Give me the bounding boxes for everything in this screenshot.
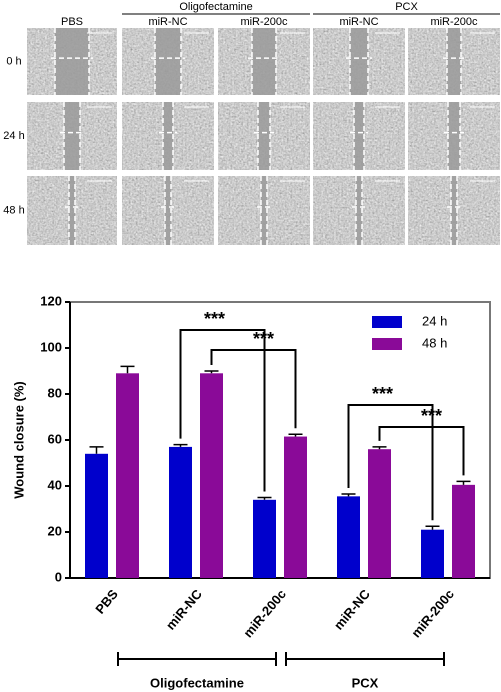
x-tick-label: miR-NC <box>331 586 374 633</box>
wound-gap <box>69 176 75 245</box>
y-tick-label: 80 <box>48 385 62 400</box>
wound-gap <box>252 28 276 95</box>
legend-label: 48 h <box>422 335 447 350</box>
wound-gap <box>258 102 270 170</box>
y-tick-label: 60 <box>48 431 62 446</box>
x-tick-label: miR-NC <box>163 586 206 633</box>
wound-outline <box>443 28 465 95</box>
wound-gap <box>55 28 89 95</box>
y-tick-label: 40 <box>48 477 62 492</box>
group-label: PCX <box>352 675 379 690</box>
significance-label: *** <box>204 309 225 329</box>
y-tick-label: 0 <box>55 569 62 584</box>
row-label: 48 h <box>3 204 24 216</box>
error-bar <box>372 446 387 450</box>
wound-outline <box>65 176 79 245</box>
error-bar <box>425 525 440 530</box>
y-tick-label: 120 <box>40 293 62 308</box>
wound-gap <box>350 28 368 95</box>
wound-gap <box>163 102 173 170</box>
column-label: miR-200c <box>430 16 478 28</box>
bar-chart: 0 20 40 60 80 100 120 Wound closure (%) PBS miR-N… <box>11 293 491 690</box>
wound-gap <box>451 176 457 245</box>
wound-outline <box>159 102 177 170</box>
legend-swatch <box>372 316 402 328</box>
wound-outline <box>60 102 84 170</box>
wound-gap <box>64 102 80 170</box>
column-label: miR-200c <box>240 16 288 28</box>
bar <box>200 373 223 578</box>
significance-label: *** <box>421 406 442 426</box>
wound-outline <box>447 176 461 245</box>
column-label: miR-NC <box>148 16 187 28</box>
significance-label: *** <box>372 384 393 404</box>
wound-outline <box>444 102 464 170</box>
bar <box>116 373 139 578</box>
significance-bracket <box>210 349 297 429</box>
wound-gap <box>155 28 181 95</box>
error-bar <box>89 446 104 454</box>
row-label: 0 h <box>6 55 21 67</box>
wound-outline <box>254 102 274 170</box>
error-bar <box>456 480 471 485</box>
bar <box>337 496 360 578</box>
bar <box>421 529 444 578</box>
x-tick-label: PBS <box>92 586 121 616</box>
x-tick-label: miR-200c <box>408 586 457 640</box>
significance-bracket <box>378 426 465 476</box>
wound-outline <box>151 28 185 95</box>
significance-bracket <box>347 404 434 521</box>
wound-outline <box>352 176 366 245</box>
wound-gap <box>165 176 171 245</box>
wound-gap <box>354 102 364 170</box>
x-tick-label: miR-200c <box>240 586 289 640</box>
column-label: PBS <box>61 16 83 28</box>
bar <box>85 453 108 578</box>
group-bracket <box>117 652 277 666</box>
y-axis-label: Wound closure (%) <box>11 381 26 498</box>
row-label: 24 h <box>3 130 24 142</box>
wound-gap <box>261 176 267 245</box>
group-label: Oligofectamine <box>179 1 252 13</box>
bar <box>452 484 475 578</box>
group-label: PCX <box>395 1 418 13</box>
wound-gap <box>356 176 362 245</box>
legend-swatch <box>372 338 402 350</box>
bar <box>284 436 307 578</box>
y-tick-label: 20 <box>48 523 62 538</box>
legend-label: 24 h <box>422 313 447 328</box>
error-bar <box>341 493 356 497</box>
bar <box>169 446 192 578</box>
wound-outline <box>51 28 93 95</box>
significance-label: *** <box>253 329 274 349</box>
significance-bracket <box>179 329 266 492</box>
bar <box>368 449 391 578</box>
wound-outline <box>346 28 372 95</box>
column-label: miR-NC <box>339 16 378 28</box>
wound-outline <box>161 176 175 245</box>
bar <box>253 499 276 578</box>
wound-gap <box>447 28 461 95</box>
wound-outline <box>350 102 368 170</box>
error-bar <box>173 443 188 447</box>
group-label: Oligofectamine <box>150 675 244 690</box>
micrograph-panel: PBS miR-NC miR-200c miR-NC miR-200c Oligofect… <box>3 1 500 245</box>
y-tick-label: 100 <box>40 339 62 354</box>
wound-gap <box>448 102 460 170</box>
error-bar <box>204 370 219 374</box>
error-bar <box>288 433 303 437</box>
error-bar <box>257 496 272 500</box>
wound-outline <box>257 176 271 245</box>
error-bar <box>120 365 135 374</box>
wound-outline <box>248 28 280 95</box>
group-bracket <box>285 652 445 666</box>
